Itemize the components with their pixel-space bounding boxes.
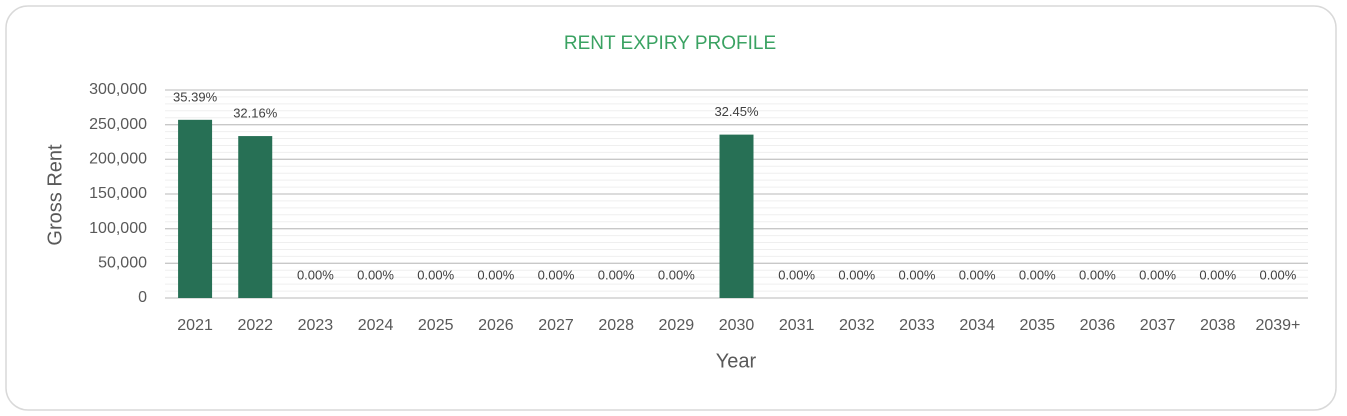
y-tick-label: 300,000 — [89, 81, 147, 98]
x-tick-label: 2027 — [538, 317, 574, 334]
x-tick-label: 2025 — [418, 317, 454, 334]
data-label: 0.00% — [1079, 267, 1116, 282]
x-tick-label: 2036 — [1080, 317, 1116, 334]
x-tick-label: 2038 — [1200, 317, 1236, 334]
bar — [719, 134, 754, 298]
x-tick-label: 2033 — [899, 317, 935, 334]
data-label: 0.00% — [1259, 267, 1296, 282]
x-tick-label: 2029 — [659, 317, 695, 334]
x-tick-label: 2037 — [1140, 317, 1176, 334]
y-axis-label: Gross Rent — [44, 144, 66, 246]
bar — [238, 136, 273, 298]
data-label: 0.00% — [959, 267, 996, 282]
y-tick-label: 0 — [138, 289, 147, 306]
data-label: 0.00% — [658, 267, 695, 282]
x-tick-label: 2028 — [598, 317, 634, 334]
x-axis-label: Year — [716, 350, 757, 372]
x-tick-label: 2030 — [719, 317, 755, 334]
data-label: 35.39% — [173, 89, 218, 104]
y-tick-label: 200,000 — [89, 151, 147, 168]
data-label: 0.00% — [778, 267, 815, 282]
x-tick-label: 2032 — [839, 317, 875, 334]
x-tick-label: 2039+ — [1255, 317, 1300, 334]
data-label: 0.00% — [899, 267, 936, 282]
data-label: 0.00% — [417, 267, 454, 282]
data-label: 0.00% — [1019, 267, 1056, 282]
x-tick-label: 2022 — [237, 317, 273, 334]
y-tick-label: 250,000 — [89, 116, 147, 133]
x-tick-label: 2031 — [779, 317, 815, 334]
x-tick-label: 2026 — [478, 317, 514, 334]
data-label: 0.00% — [1139, 267, 1176, 282]
data-label: 0.00% — [838, 267, 875, 282]
x-tick-label: 2024 — [358, 317, 394, 334]
y-tick-label: 150,000 — [89, 185, 147, 202]
y-tick-label: 50,000 — [98, 255, 147, 272]
y-tick-label: 100,000 — [89, 220, 147, 237]
x-tick-label: 2023 — [298, 317, 334, 334]
x-tick-label: 2034 — [959, 317, 995, 334]
chart-title: RENT EXPIRY PROFILE — [564, 33, 776, 54]
data-label: 32.45% — [714, 104, 759, 119]
x-tick-label: 2021 — [177, 317, 213, 334]
data-label: 0.00% — [1199, 267, 1236, 282]
data-label: 0.00% — [477, 267, 514, 282]
data-label: 0.00% — [598, 267, 635, 282]
data-label: 0.00% — [297, 267, 334, 282]
data-label: 0.00% — [357, 267, 394, 282]
data-label: 32.16% — [233, 106, 278, 121]
data-label: 0.00% — [538, 267, 575, 282]
x-tick-label: 2035 — [1019, 317, 1055, 334]
bar — [178, 119, 213, 299]
